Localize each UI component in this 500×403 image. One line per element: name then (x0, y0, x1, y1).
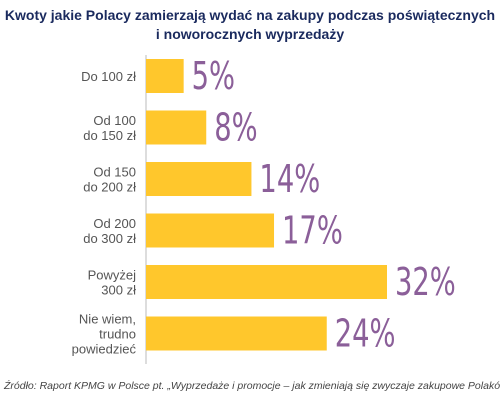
category-label-5-line-0: Nie wiem, (79, 312, 136, 327)
category-label-5-line-2: powiedzieć (72, 342, 137, 357)
value-label-4: 32% (395, 259, 456, 304)
chart-title: Kwoty jakie Polacy zamierzają wydać na z… (0, 6, 500, 44)
category-label-4-line-0: Powyżej (88, 268, 137, 283)
category-label-2-line-0: Od 150 (93, 165, 136, 180)
category-label-3: Od 200 do 300 zł (83, 216, 136, 246)
category-label-2-line-1: do 200 zł (83, 180, 136, 195)
category-label-5-line-1: trudno (99, 327, 136, 342)
value-label-0: 5% (192, 53, 235, 98)
source-note: Źródło: Raport KPMG w Polsce pt. „Wyprze… (4, 380, 500, 392)
category-label-1: Od 100 do 150 zł (83, 113, 136, 143)
value-label-3: 17% (282, 208, 343, 253)
category-label-3-line-0: Od 200 (93, 216, 136, 231)
bar-2 (146, 162, 252, 196)
category-label-0-line-0: Do 100 zł (81, 69, 136, 84)
bar-4 (146, 265, 387, 299)
category-label-1-line-0: Od 100 (93, 113, 136, 128)
bar-3 (146, 213, 275, 248)
category-label-0: Do 100 zł (81, 69, 136, 84)
bar-5 (146, 316, 327, 351)
category-label-2: Od 150 do 200 zł (83, 165, 136, 195)
bar-1 (146, 110, 207, 145)
category-label-4-line-1: 300 zł (101, 283, 136, 298)
value-label-1: 8% (214, 105, 257, 150)
category-label-1-line-1: do 150 zł (83, 128, 136, 143)
value-label-5: 24% (335, 311, 396, 356)
category-label-5: Nie wiem, trudno powiedzieć (72, 312, 137, 357)
chart-title-line-1: Kwoty jakie Polacy zamierzają wydać na z… (4, 7, 496, 23)
value-label-2: 14% (259, 156, 320, 201)
category-label-3-line-1: do 300 zł (83, 231, 136, 246)
bar-0 (146, 59, 184, 93)
category-label-4: Powyżej 300 zł (88, 268, 137, 298)
chart-title-line-2: i noworocznych wyprzedaży (155, 26, 345, 42)
